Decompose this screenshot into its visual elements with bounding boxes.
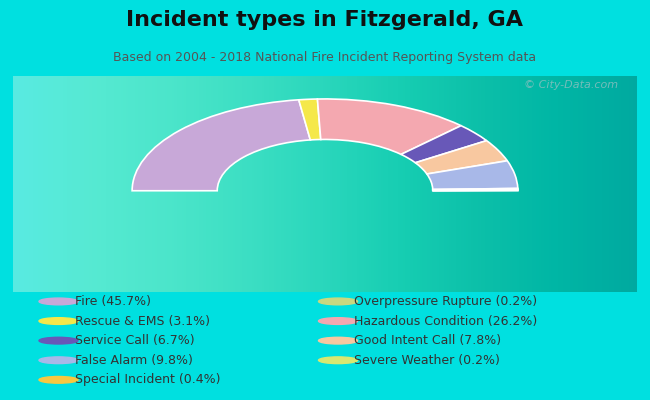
Circle shape bbox=[39, 318, 78, 324]
Wedge shape bbox=[132, 100, 310, 191]
Wedge shape bbox=[299, 99, 320, 140]
Text: Rescue & EMS (3.1%): Rescue & EMS (3.1%) bbox=[75, 314, 210, 328]
Circle shape bbox=[39, 376, 78, 383]
Circle shape bbox=[318, 318, 358, 324]
Wedge shape bbox=[401, 126, 487, 163]
Circle shape bbox=[39, 357, 78, 364]
Wedge shape bbox=[433, 190, 518, 191]
Text: Service Call (6.7%): Service Call (6.7%) bbox=[75, 334, 194, 347]
Text: Good Intent Call (7.8%): Good Intent Call (7.8%) bbox=[354, 334, 501, 347]
Circle shape bbox=[39, 337, 78, 344]
Text: Severe Weather (0.2%): Severe Weather (0.2%) bbox=[354, 354, 500, 367]
Text: Hazardous Condition (26.2%): Hazardous Condition (26.2%) bbox=[354, 314, 538, 328]
Text: Fire (45.7%): Fire (45.7%) bbox=[75, 295, 151, 308]
Wedge shape bbox=[317, 99, 461, 154]
Text: © City-Data.com: © City-Data.com bbox=[524, 80, 618, 90]
Circle shape bbox=[39, 298, 78, 305]
Circle shape bbox=[318, 298, 358, 305]
Text: Based on 2004 - 2018 National Fire Incident Reporting System data: Based on 2004 - 2018 National Fire Incid… bbox=[114, 51, 536, 64]
Circle shape bbox=[318, 337, 358, 344]
Wedge shape bbox=[433, 188, 518, 190]
Text: Special Incident (0.4%): Special Incident (0.4%) bbox=[75, 373, 220, 386]
Text: Incident types in Fitzgerald, GA: Incident types in Fitzgerald, GA bbox=[127, 10, 523, 30]
Text: False Alarm (9.8%): False Alarm (9.8%) bbox=[75, 354, 192, 367]
Wedge shape bbox=[415, 141, 507, 174]
Circle shape bbox=[318, 357, 358, 364]
Wedge shape bbox=[427, 161, 518, 190]
Text: Overpressure Rupture (0.2%): Overpressure Rupture (0.2%) bbox=[354, 295, 538, 308]
